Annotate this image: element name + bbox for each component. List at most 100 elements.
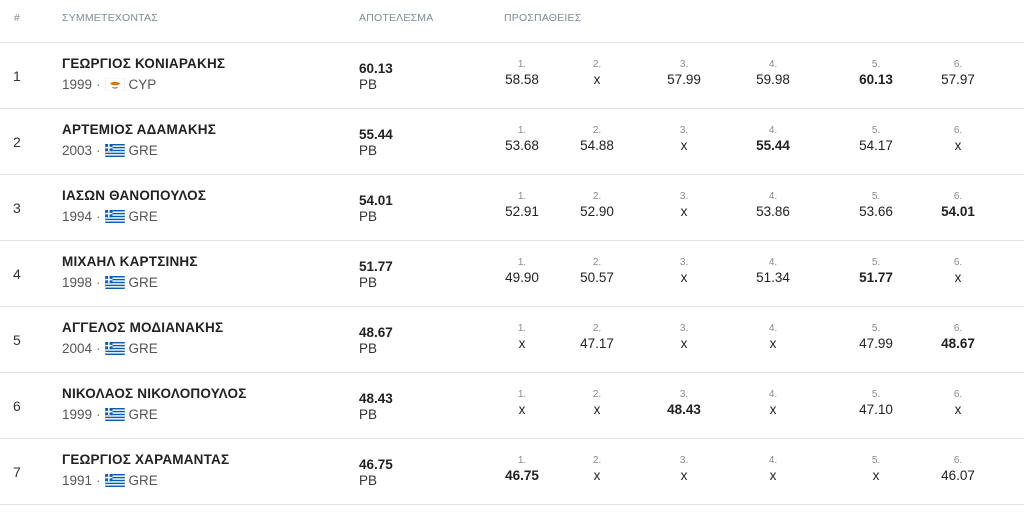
header-result: ΑΠΟΤΕΛΕΣΜΑ [359,12,434,24]
attempt-index: 1. [517,125,527,136]
birth-year: 2003 [62,143,93,158]
table-row[interactable]: 2 ΑΡΤΕΜΙΟΣ ΑΔΑΜΑΚΗΣ 2003 · GRE 55.44 PB 1. 53.68… [0,109,1024,175]
athlete-name[interactable]: ΜΙΧΑΗΛ ΚΑΡΤΣΙΝΗΣ [62,254,198,269]
attempt-index: 6. [953,191,963,202]
athlete-meta: 1998 · GRE [62,275,158,290]
attempt-cell: 5. 54.17 [836,125,916,153]
table-row[interactable]: 4 ΜΙΧΑΗΛ ΚΑΡΤΣΙΝΗΣ 1998 · GRE 51.77 PB 1. 49.90 2… [0,241,1024,307]
attempt-mark: x [593,468,601,483]
table-row[interactable]: 5 ΑΓΓΕΛΟΣ ΜΟΔΙΑΝΑΚΗΣ 2004 · GRE 48.67 PB 1. x 2. 4… [0,307,1024,373]
result-tag: PB [359,209,378,224]
attempt-mark: x [680,468,688,483]
separator-dot: · [96,407,101,422]
athlete-name[interactable]: ΝΙΚΟΛΑΟΣ ΝΙΚΟΛΟΠΟΥΛΟΣ [62,386,247,401]
rank-number: 4 [13,266,21,282]
attempt-index: 3. [679,323,689,334]
birth-year: 1991 [62,473,93,488]
cyprus-flag-icon [104,78,125,91]
athlete-name[interactable]: ΓΕΩΡΓΙΟΣ ΧΑΡΑΜΑΝΤΑΣ [62,452,230,467]
attempt-index: 1. [517,191,527,202]
attempt-mark: x [954,138,962,153]
athlete-name[interactable]: ΓΕΩΡΓΙΟΣ ΚΟΝΙΑΡΑΚΗΣ [62,56,226,71]
attempt-cell: 4. x [733,389,813,417]
result-value: 60.13 [359,61,393,76]
attempt-index: 2. [592,191,602,202]
country-code: GRE [128,275,158,290]
attempt-index: 3. [679,191,689,202]
result-cell: 46.75 PB [359,457,393,488]
attempt-index: 3. [679,389,689,400]
athlete-meta: 2004 · GRE [62,341,158,356]
attempt-mark: x [680,270,688,285]
attempt-index: 6. [953,455,963,466]
attempt-cell: 2. x [557,389,637,417]
attempt-mark: 50.57 [580,270,614,285]
rank-number: 5 [13,332,21,348]
attempt-cell: 1. 58.58 [482,59,562,87]
attempt-mark-best: 46.75 [505,468,539,483]
attempt-cell: 3. 48.43 [644,389,724,417]
athlete-name[interactable]: ΙΑΣΩΝ ΘΑΝΟΠΟΥΛΟΣ [62,188,207,203]
attempt-index: 4. [768,323,778,334]
table-row[interactable]: 3 ΙΑΣΩΝ ΘΑΝΟΠΟΥΛΟΣ 1994 · GRE 54.01 PB 1. 52.91 2… [0,175,1024,241]
attempt-index: 2. [592,59,602,70]
attempt-index: 1. [517,59,527,70]
attempt-mark: 47.17 [580,336,614,351]
attempt-cell: 3. x [644,191,724,219]
rank-number: 3 [13,200,21,216]
result-tag: PB [359,143,378,158]
result-value: 54.01 [359,193,393,208]
attempt-cell: 1. 53.68 [482,125,562,153]
header-athlete: ΣΥΜΜΕΤΕΧΟΝΤΑΣ [62,12,158,24]
attempt-index: 1. [517,257,527,268]
greece-flag-icon [104,408,125,421]
athlete-name[interactable]: ΑΡΤΕΜΙΟΣ ΑΔΑΜΑΚΗΣ [62,122,217,137]
attempt-cell: 2. x [557,59,637,87]
result-value: 46.75 [359,457,393,472]
athlete-meta: 1991 · GRE [62,473,158,488]
attempt-cell: 3. x [644,257,724,285]
rank-number: 1 [13,68,21,84]
result-tag: PB [359,341,378,356]
attempt-index: 4. [768,455,778,466]
separator-dot: · [96,209,101,224]
attempt-mark: x [593,402,601,417]
attempt-index: 4. [768,257,778,268]
attempt-mark-best: 54.01 [941,204,975,219]
table-row[interactable]: 6 ΝΙΚΟΛΑΟΣ ΝΙΚΟΛΟΠΟΥΛΟΣ 1999 · GRE 48.43 PB 1. x… [0,373,1024,439]
birth-year: 1999 [62,77,93,92]
attempt-mark: 54.88 [580,138,614,153]
athlete-meta: 1994 · GRE [62,209,158,224]
athlete-name[interactable]: ΑΓΓΕΛΟΣ ΜΟΔΙΑΝΑΚΗΣ [62,320,224,335]
attempt-mark-best: 48.43 [667,402,701,417]
header-attempts: ΠΡΟΣΠΑΘΕΙΕΣ [504,12,582,24]
attempt-index: 2. [592,323,602,334]
attempt-index: 4. [768,125,778,136]
attempt-cell: 6. 46.07 [918,455,998,483]
attempt-mark: 49.90 [505,270,539,285]
country-code: CYP [128,77,157,92]
attempt-cell: 5. 47.10 [836,389,916,417]
result-cell: 60.13 PB [359,61,393,92]
attempt-cell: 6. 54.01 [918,191,998,219]
attempt-mark: x [680,336,688,351]
result-cell: 48.43 PB [359,391,393,422]
attempt-cell: 4. 55.44 [733,125,813,153]
greece-flag-icon [104,276,125,289]
result-tag: PB [359,77,378,92]
birth-year: 1998 [62,275,93,290]
table-row[interactable]: 1 ΓΕΩΡΓΙΟΣ ΚΟΝΙΑΡΑΚΗΣ 1999 · CYP 60.13 PB 1. 58.… [0,43,1024,109]
separator-dot: · [96,275,101,290]
birth-year: 2004 [62,341,93,356]
attempt-mark-best: 48.67 [941,336,975,351]
attempt-cell: 4. x [733,455,813,483]
attempt-index: 5. [871,125,881,136]
attempt-index: 1. [517,323,527,334]
result-value: 55.44 [359,127,393,142]
attempt-cell: 6. 57.97 [918,59,998,87]
attempt-cell: 1. 46.75 [482,455,562,483]
table-row[interactable]: 7 ΓΕΩΡΓΙΟΣ ΧΑΡΑΜΑΝΤΑΣ 1991 · GRE 46.75 PB 1. 46.… [0,439,1024,505]
result-tag: PB [359,407,378,422]
attempt-index: 4. [768,59,778,70]
